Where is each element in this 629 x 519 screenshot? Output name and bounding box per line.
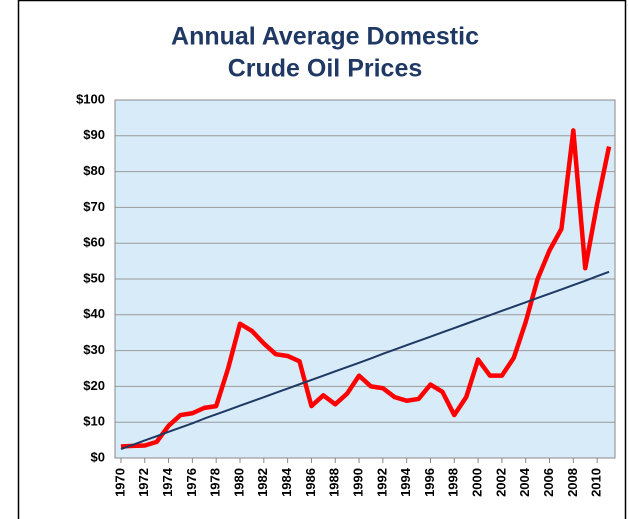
x-tick-label: 1988	[327, 468, 342, 497]
y-tick-label: $0	[91, 449, 105, 464]
price-line	[120, 128, 612, 449]
x-tick-label: 1984	[279, 467, 294, 497]
y-tick-label: $80	[83, 163, 105, 178]
x-tick-label: 2004	[517, 467, 532, 497]
y-tick-label: $70	[83, 199, 105, 214]
x-tick-label: 1972	[136, 468, 151, 497]
y-tick-label: $30	[83, 342, 105, 357]
y-tick-label: $10	[83, 414, 105, 429]
x-tick-label: 1976	[184, 468, 199, 497]
x-tick-label: 1978	[208, 468, 223, 497]
x-tick-label: 2000	[470, 468, 485, 497]
y-tick-label: $90	[83, 127, 105, 142]
chart-title: Annual Average Domestic	[171, 23, 479, 51]
plot-border	[114, 99, 616, 459]
x-tick-label: 1970	[112, 468, 127, 497]
x-tick-label: 1990	[350, 468, 365, 497]
chart-title: Crude Oil Prices	[228, 55, 423, 83]
trend-line	[120, 270, 610, 450]
x-tick-label: 1982	[255, 468, 270, 497]
x-tick-label: 1998	[446, 468, 461, 497]
y-tick-label: $60	[83, 235, 105, 250]
x-tick-label: 2002	[493, 468, 508, 497]
x-tick-label: 1980	[231, 468, 246, 497]
y-tick-label: $50	[83, 270, 105, 285]
x-tick-label: 1994	[398, 467, 413, 497]
y-tick-label: $100	[76, 91, 105, 106]
x-tick-label: 1986	[303, 468, 318, 497]
x-tick-label: 2008	[565, 468, 580, 497]
x-tick-label: 2006	[541, 468, 556, 497]
y-tick-label: $40	[83, 306, 105, 321]
x-tick-label: 1974	[160, 467, 175, 497]
x-tick-label: 2010	[589, 468, 604, 497]
x-tick-label: 1992	[374, 468, 389, 497]
y-tick-label: $20	[83, 378, 105, 393]
x-tick-label: 1996	[422, 468, 437, 497]
